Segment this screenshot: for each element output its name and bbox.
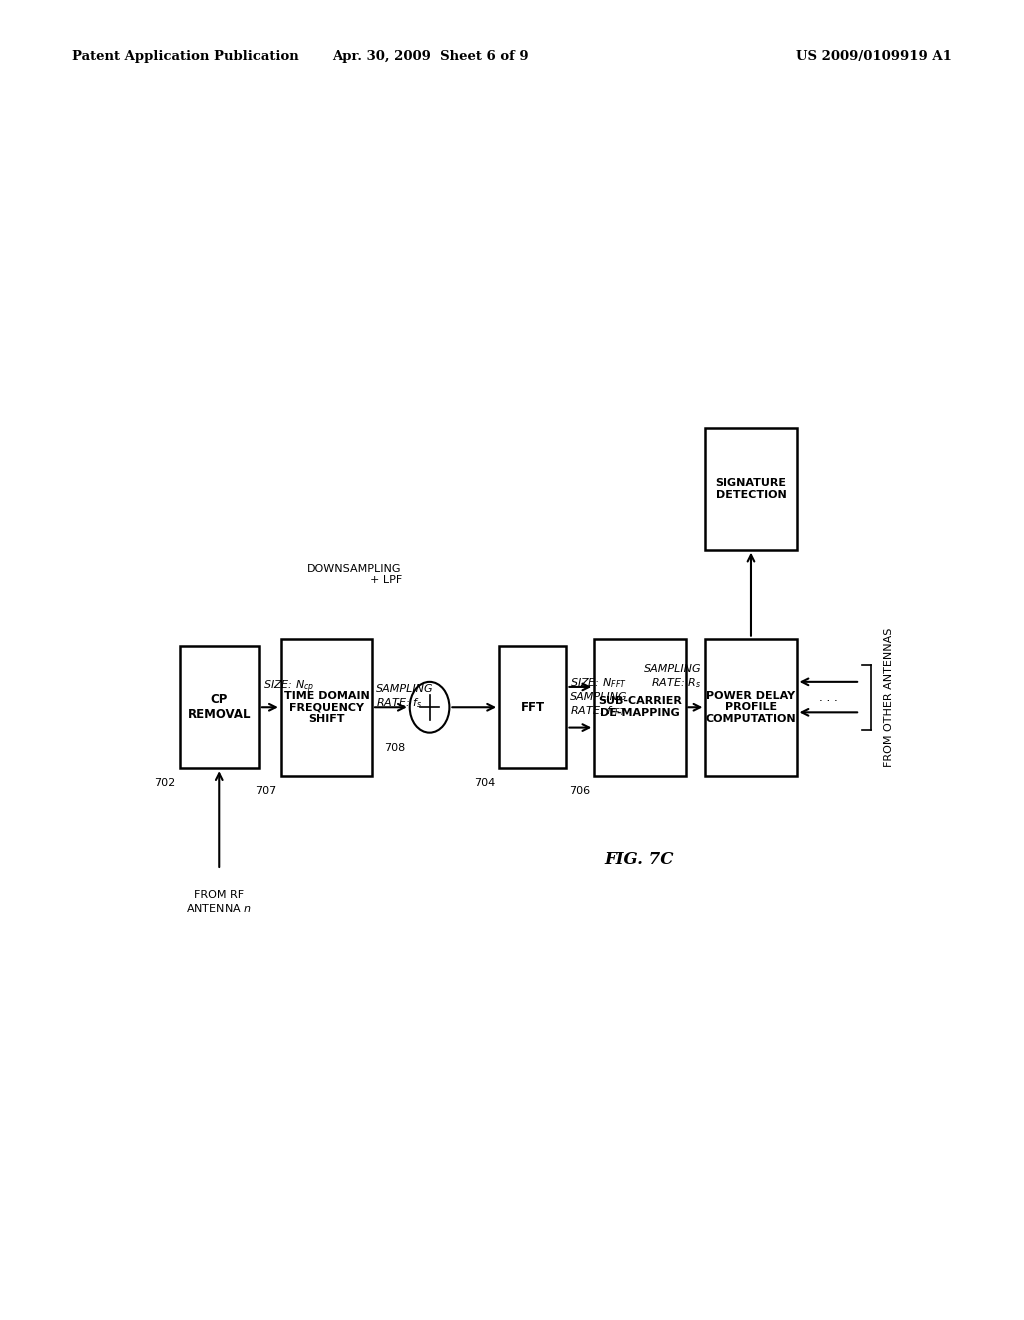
Bar <box>706 428 797 549</box>
Text: DOWNSAMPLING
+ LPF: DOWNSAMPLING + LPF <box>307 564 401 585</box>
Text: SUB-CARRIER
DE-MAPPING: SUB-CARRIER DE-MAPPING <box>598 697 682 718</box>
Text: SIZE: $N_{cp}$: SIZE: $N_{cp}$ <box>263 678 314 696</box>
Text: TIME DOMAIN
FREQUENCY
SHIFT: TIME DOMAIN FREQUENCY SHIFT <box>284 690 370 723</box>
Text: FROM OTHER ANTENNAS: FROM OTHER ANTENNAS <box>885 627 894 767</box>
Text: 707: 707 <box>256 785 276 796</box>
Text: SIGNATURE
DETECTION: SIGNATURE DETECTION <box>716 478 786 499</box>
Text: CP
REMOVAL: CP REMOVAL <box>187 693 251 721</box>
Text: 702: 702 <box>155 779 176 788</box>
Text: SAMPLING
RATE: $f_s$: SAMPLING RATE: $f_s$ <box>376 684 433 710</box>
Text: 704: 704 <box>474 779 495 788</box>
Text: POWER DELAY
PROFILE
COMPUTATION: POWER DELAY PROFILE COMPUTATION <box>706 690 797 723</box>
Text: US 2009/0109919 A1: US 2009/0109919 A1 <box>797 50 952 63</box>
Text: SAMPLING
RATE: $R_s$: SAMPLING RATE: $R_s$ <box>644 664 701 689</box>
Bar <box>179 647 259 768</box>
Bar <box>706 639 797 776</box>
Bar <box>594 639 685 776</box>
Text: FFT: FFT <box>520 701 545 714</box>
Bar <box>281 639 372 776</box>
Text: SIZE: $N_{FFT}$
SAMPLING
RATE: $f_{FFT}$: SIZE: $N_{FFT}$ SAMPLING RATE: $f_{FFT}$ <box>570 676 628 718</box>
Text: FIG. 7C: FIG. 7C <box>604 851 674 869</box>
Text: Patent Application Publication: Patent Application Publication <box>72 50 298 63</box>
Text: FROM RF
ANTENNA $n$: FROM RF ANTENNA $n$ <box>186 890 252 915</box>
Text: Apr. 30, 2009  Sheet 6 of 9: Apr. 30, 2009 Sheet 6 of 9 <box>332 50 528 63</box>
Text: 708: 708 <box>384 743 406 752</box>
Text: . . .: . . . <box>819 690 838 704</box>
Bar <box>499 647 566 768</box>
Text: 706: 706 <box>569 785 590 796</box>
